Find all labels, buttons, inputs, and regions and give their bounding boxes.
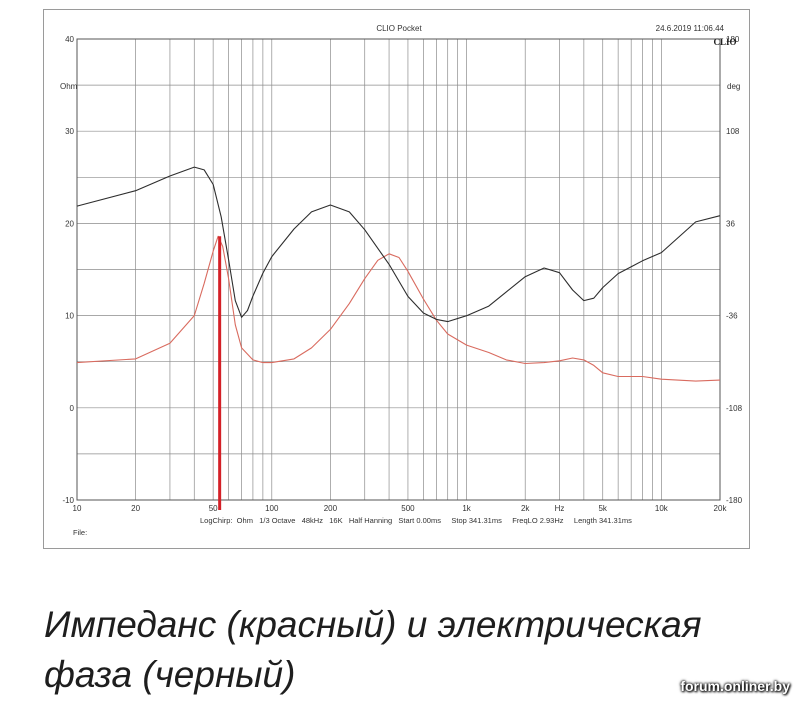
x-tick-label: 1k <box>462 504 471 513</box>
x-tick-label: Hz <box>555 504 565 513</box>
x-tick-label: 10k <box>655 504 669 513</box>
chart-timestamp: 24.6.2019 11:06.44 <box>656 24 725 33</box>
x-tick-label: 20 <box>131 504 140 513</box>
chart-title: CLIO Pocket <box>376 24 422 33</box>
impedance-curve <box>76 235 721 382</box>
chart-curves <box>76 166 721 510</box>
y-right-tick-label: 36 <box>726 219 735 228</box>
y-right-tick-label: -180 <box>726 496 743 505</box>
y-left-tick-label: -10 <box>62 496 74 505</box>
y-right-tick-label: -108 <box>726 404 743 413</box>
watermark: forum.onliner.by <box>680 678 790 694</box>
x-tick-label: 10 <box>73 504 82 513</box>
y-left-tick-label: 20 <box>65 219 74 228</box>
y-right-tick-label: 180 <box>726 35 740 44</box>
y-left-tick-label: 40 <box>65 35 74 44</box>
chart-caption: Импеданс (красный) и электрическая фаза … <box>44 604 702 695</box>
chart-labels: 10 20 50 100 200 500 1k 2k Hz 5k 10k 20k403020100-1… <box>62 35 742 513</box>
x-tick-label: 2k <box>521 504 530 513</box>
brand-logo: CLIO <box>713 37 736 47</box>
y-right-tick-label: -36 <box>726 312 738 321</box>
left-axis-unit: Ohm <box>60 82 78 91</box>
x-tick-label: 5k <box>598 504 607 513</box>
file-label: File: <box>73 528 87 537</box>
x-tick-label: 100 <box>265 504 279 513</box>
chart-grid <box>76 38 721 501</box>
y-right-tick-label: 108 <box>726 127 740 136</box>
x-tick-label: 500 <box>401 504 415 513</box>
y-left-tick-label: 10 <box>65 312 74 321</box>
x-tick-label: 20k <box>714 504 728 513</box>
y-left-tick-label: 30 <box>65 127 74 136</box>
x-tick-label: 200 <box>324 504 338 513</box>
chart-frame: 10 20 50 100 200 500 1k 2k Hz 5k 10k 20k 40 30 20 10 0 -1… <box>43 9 750 549</box>
impedance-phase-chart: 10 20 50 100 200 500 1k 2k Hz 5k 10k 20k403020100-1… <box>60 24 743 537</box>
plot-border <box>76 38 721 501</box>
y-left-tick-label: 0 <box>70 404 75 413</box>
x-tick-label: 50 <box>209 504 218 513</box>
measurement-settings: LogChirp: Ohm 1/3 Octave 48kHz 16K Half … <box>200 516 632 525</box>
right-axis-unit: deg <box>727 82 740 91</box>
phase-curve <box>76 166 721 323</box>
